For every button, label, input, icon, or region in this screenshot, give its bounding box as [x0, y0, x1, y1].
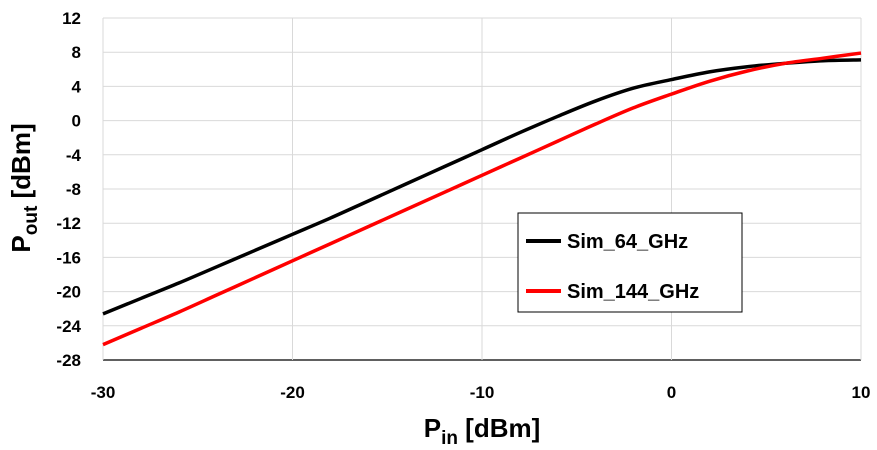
y-tick-label: -16 — [56, 248, 81, 267]
y-tick-label: 12 — [62, 9, 81, 28]
y-tick-label: -4 — [66, 146, 82, 165]
legend: Sim_64_GHz Sim_144_GHz — [517, 212, 743, 313]
y-axis-title: Pout [dBm] — [6, 123, 42, 252]
x-tick-label: -10 — [470, 383, 495, 402]
x-tick-label: 0 — [667, 383, 676, 402]
series-lines — [102, 51, 862, 347]
x-axis-title-sub: in — [441, 428, 458, 449]
y-tick-label: -28 — [56, 351, 81, 370]
y-tick-label: 0 — [72, 112, 81, 131]
x-axis-ticks: -30 -20 -10 0 10 — [91, 383, 871, 402]
y-axis-ticks: -28 -24 -20 -16 -12 -8 -4 0 4 8 12 — [56, 9, 81, 370]
x-axis-title-main: P — [424, 413, 441, 443]
x-tick-label: -20 — [280, 383, 305, 402]
x-axis-title: Pin [dBm] — [424, 413, 541, 449]
y-tick-label: -12 — [56, 214, 81, 233]
y-tick-label: -8 — [66, 180, 81, 199]
y-axis-title-unit: [dBm] — [6, 123, 36, 205]
series-line-sim-64-ghz — [102, 58, 862, 316]
legend-label-sim-64-ghz: Sim_64_GHz — [567, 231, 688, 253]
x-tick-label: 10 — [852, 383, 871, 402]
legend-label-sim-144-ghz: Sim_144_GHz — [567, 281, 699, 303]
y-axis-title-main: P — [6, 235, 36, 252]
x-axis-title-unit: [dBm] — [458, 413, 540, 443]
y-tick-label: -24 — [56, 317, 81, 336]
x-tick-label: -30 — [91, 383, 116, 402]
series-line-sim-144-ghz — [102, 51, 862, 347]
legend-box — [517, 212, 743, 313]
y-axis-title-sub: out — [21, 205, 42, 235]
y-tick-label: 8 — [72, 43, 81, 62]
grid — [102, 17, 862, 361]
y-tick-label: -20 — [56, 283, 81, 302]
y-tick-label: 4 — [72, 77, 82, 96]
